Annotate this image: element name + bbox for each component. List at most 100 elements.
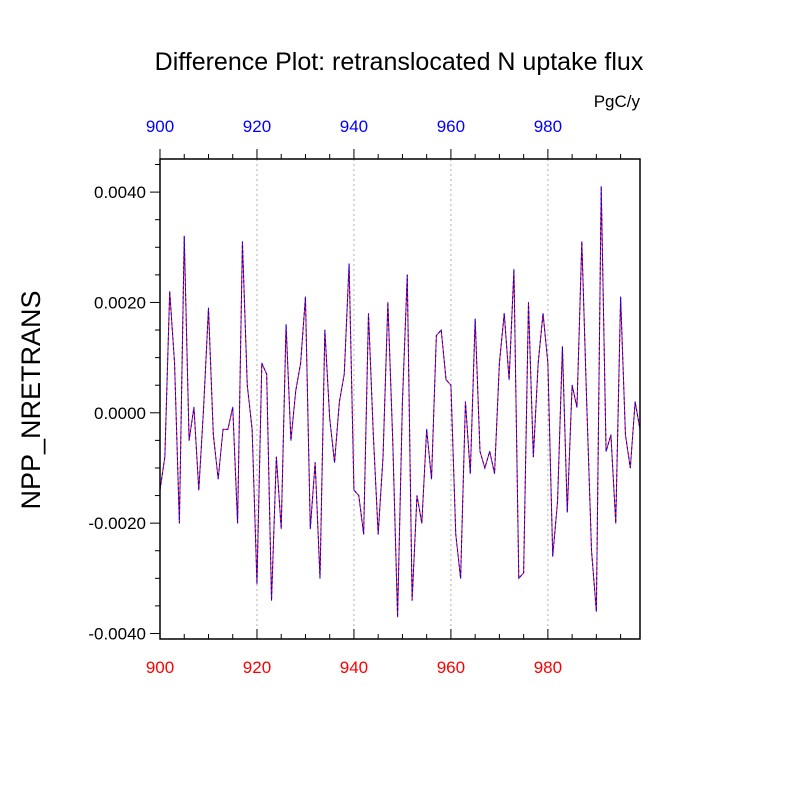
data-point — [440, 329, 442, 331]
x-tick-label-top: 980 — [534, 117, 562, 136]
data-point — [343, 373, 345, 375]
x-tick-label-top: 920 — [243, 117, 271, 136]
data-point — [518, 577, 520, 579]
data-point — [474, 318, 476, 320]
data-point — [178, 522, 180, 524]
data-point — [600, 185, 602, 188]
data-point — [493, 472, 496, 475]
chart-title: Difference Plot: retranslocated N uptake… — [155, 48, 644, 76]
data-point — [634, 401, 636, 403]
data-point — [363, 533, 365, 535]
data-point — [547, 362, 549, 364]
y-tick-label: -0.0020 — [88, 514, 146, 533]
data-point — [435, 334, 437, 337]
data-point — [484, 467, 486, 469]
data-point — [367, 312, 370, 315]
data-point — [566, 511, 568, 513]
data-point — [251, 428, 253, 430]
data-point — [615, 522, 617, 524]
data-point — [556, 500, 559, 502]
data-point — [285, 323, 287, 326]
data-point — [266, 373, 268, 375]
data-point — [314, 461, 316, 464]
data-point — [552, 555, 554, 557]
data-point — [508, 379, 510, 381]
data-point — [164, 456, 166, 458]
data-point — [319, 577, 321, 579]
data-point — [542, 312, 544, 315]
data-point — [212, 434, 214, 436]
y-tick-label: -0.0040 — [88, 624, 146, 643]
data-point — [469, 472, 471, 475]
data-point — [411, 599, 413, 601]
data-point — [295, 390, 297, 392]
data-point — [246, 384, 248, 386]
data-point — [430, 478, 433, 480]
data-point — [372, 434, 374, 436]
data-point — [309, 528, 311, 530]
data-point — [377, 533, 379, 535]
data-point — [173, 362, 176, 364]
data-point — [527, 301, 530, 304]
x-tick-label-bottom: 900 — [146, 658, 174, 677]
data-point — [348, 263, 350, 265]
data-point — [629, 467, 631, 469]
plot-frame — [159, 158, 641, 640]
data-point — [503, 312, 505, 315]
data-point — [338, 401, 340, 403]
data-point — [513, 268, 515, 270]
data-point — [183, 235, 185, 237]
data-point — [595, 610, 597, 613]
tick-layer — [150, 149, 622, 639]
data-point — [188, 439, 190, 441]
data-point — [300, 362, 302, 364]
data-point — [236, 522, 239, 524]
data-point — [610, 434, 612, 436]
data-point — [256, 583, 258, 585]
data-point — [624, 434, 627, 436]
data-point — [581, 241, 583, 243]
data-point — [329, 417, 331, 419]
data-point — [280, 528, 282, 530]
x-tick-label-top: 960 — [437, 117, 465, 136]
data-point — [324, 329, 326, 331]
data-point — [561, 345, 564, 348]
data-point — [464, 401, 467, 403]
data-point — [198, 489, 200, 491]
data-point — [416, 494, 418, 497]
data-point — [426, 428, 428, 430]
data-point — [261, 362, 263, 364]
data-point — [421, 522, 423, 524]
data-point — [270, 599, 273, 601]
label-layer: 0.00400.00200.0000-0.0020-0.004090090092… — [88, 117, 562, 677]
data-point — [523, 572, 525, 574]
data-point — [605, 450, 607, 453]
data-point — [241, 241, 244, 243]
series-line-blue — [159, 186, 641, 617]
data-point — [479, 450, 481, 453]
data-point — [358, 494, 360, 497]
data-point — [576, 406, 578, 408]
data-point — [169, 290, 171, 293]
data-point — [275, 456, 277, 458]
data-point — [532, 456, 534, 458]
data-point — [445, 379, 447, 381]
data-point — [590, 550, 593, 552]
data-point — [193, 406, 195, 408]
data-point — [396, 616, 399, 618]
data-point — [489, 450, 491, 453]
data-point — [586, 401, 588, 403]
x-tick-label-bottom: 960 — [437, 658, 465, 677]
y-axis-label: NPP_NRETRANS — [16, 290, 46, 509]
data-point — [387, 301, 389, 304]
data-point — [290, 439, 292, 441]
data-point — [401, 401, 404, 403]
x-tick-label-bottom: 940 — [340, 658, 368, 677]
data-point — [537, 362, 539, 364]
y-tick-label: 0.0040 — [94, 183, 146, 202]
x-tick-label-top: 940 — [340, 117, 368, 136]
y-tick-label: 0.0000 — [94, 404, 146, 423]
data-point — [353, 489, 355, 491]
data-point — [498, 362, 500, 364]
